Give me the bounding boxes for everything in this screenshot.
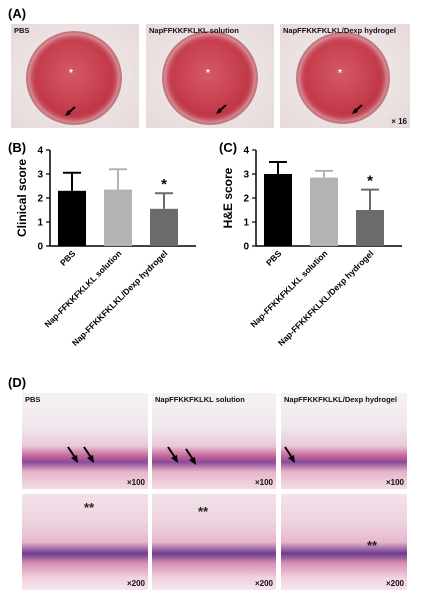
bar: [104, 189, 132, 246]
eye-iris: [296, 32, 390, 124]
bar: [356, 210, 384, 246]
panel-label-a: (A): [8, 6, 27, 21]
magnification-label: ×200: [385, 579, 404, 588]
category-label: PBS: [58, 248, 78, 268]
histology-pbs-x100: PBS ×100: [22, 393, 148, 489]
panel-label-d: (D): [8, 375, 27, 390]
bar: [310, 177, 338, 246]
arrow-icon: [284, 446, 295, 463]
pupil-mark: *: [69, 68, 73, 79]
photo-caption: NapFFKKFKLKL/Dexp hydrogel: [284, 395, 397, 404]
y-tick-label: 3: [243, 170, 249, 181]
histology-hydrogel-x200: ** ×200: [281, 494, 407, 590]
y-axis-label: Clinical score: [15, 159, 29, 237]
arrow-icon: [67, 446, 94, 463]
bar: [58, 190, 86, 246]
pupil-mark: *: [206, 68, 210, 79]
category-label: Nap-FFKKFKLKL solution: [42, 248, 123, 329]
bar: [150, 208, 178, 246]
photo-caption: PBS: [25, 395, 41, 404]
magnification-label: ×200: [254, 579, 273, 588]
histology-solution-x200: ** ×200: [152, 494, 276, 590]
y-tick-label: 2: [243, 194, 249, 205]
y-tick-label: 1: [37, 218, 43, 229]
y-axis-label: H&E score: [221, 167, 235, 228]
category-label: Nap-FFKKFKLKL/Dexp hydrogel: [276, 248, 376, 348]
magnification-label: ×100: [385, 478, 404, 487]
significance-stars: **: [84, 500, 95, 515]
arrow-icon: [216, 104, 227, 114]
significance-marker: *: [367, 173, 373, 190]
panel-label-c: (C): [219, 140, 238, 155]
eye-photo-hydrogel: * NapFFKKFKLKL/Dexp hydrogel × 16: [280, 24, 410, 128]
category-label: Nap-FFKKFKLKL solution: [248, 248, 329, 329]
histology-hydrogel-x100: NapFFKKFKLKL/Dexp hydrogel ×100: [281, 393, 407, 489]
bar: [264, 174, 292, 246]
arrow-icon: [167, 446, 196, 465]
magnification-label: ×200: [126, 579, 145, 588]
category-label: Nap-FFKKFKLKL/Dexp hydrogel: [70, 248, 170, 348]
y-tick-label: 4: [37, 146, 43, 157]
eye-iris: [162, 31, 258, 125]
panel-label-b: (B): [8, 140, 27, 155]
y-tick-label: 0: [243, 242, 249, 253]
eye-iris: [26, 31, 122, 125]
y-tick-label: 1: [243, 218, 249, 229]
y-tick-label: 0: [37, 242, 43, 253]
arrow-icon: [65, 106, 76, 116]
magnification-label: × 16: [391, 117, 407, 126]
photo-caption: NapFFKKFKLKL solution: [155, 395, 245, 404]
pupil-mark: *: [338, 68, 342, 79]
significance-stars: **: [198, 504, 209, 519]
y-tick-label: 2: [37, 194, 43, 205]
histology-pbs-x200: ** ×200: [22, 494, 148, 590]
significance-marker: *: [161, 176, 167, 193]
y-tick-label: 3: [37, 170, 43, 181]
arrow-icon: [352, 104, 363, 114]
eye-photo-solution: * NapFFKKFKLKL solution: [146, 24, 274, 128]
y-tick-label: 4: [243, 146, 249, 157]
photo-caption: NapFFKKFKLKL/Dexp hydrogel: [283, 26, 396, 35]
histology-solution-x100: NapFFKKFKLKL solution ×100: [152, 393, 276, 489]
photo-caption: NapFFKKFKLKL solution: [149, 26, 239, 35]
eye-photo-pbs: * PBS: [11, 24, 139, 128]
category-label: PBS: [264, 248, 284, 268]
magnification-label: ×100: [126, 478, 145, 487]
photo-caption: PBS: [14, 26, 30, 35]
magnification-label: ×100: [254, 478, 273, 487]
significance-stars: **: [367, 538, 378, 553]
